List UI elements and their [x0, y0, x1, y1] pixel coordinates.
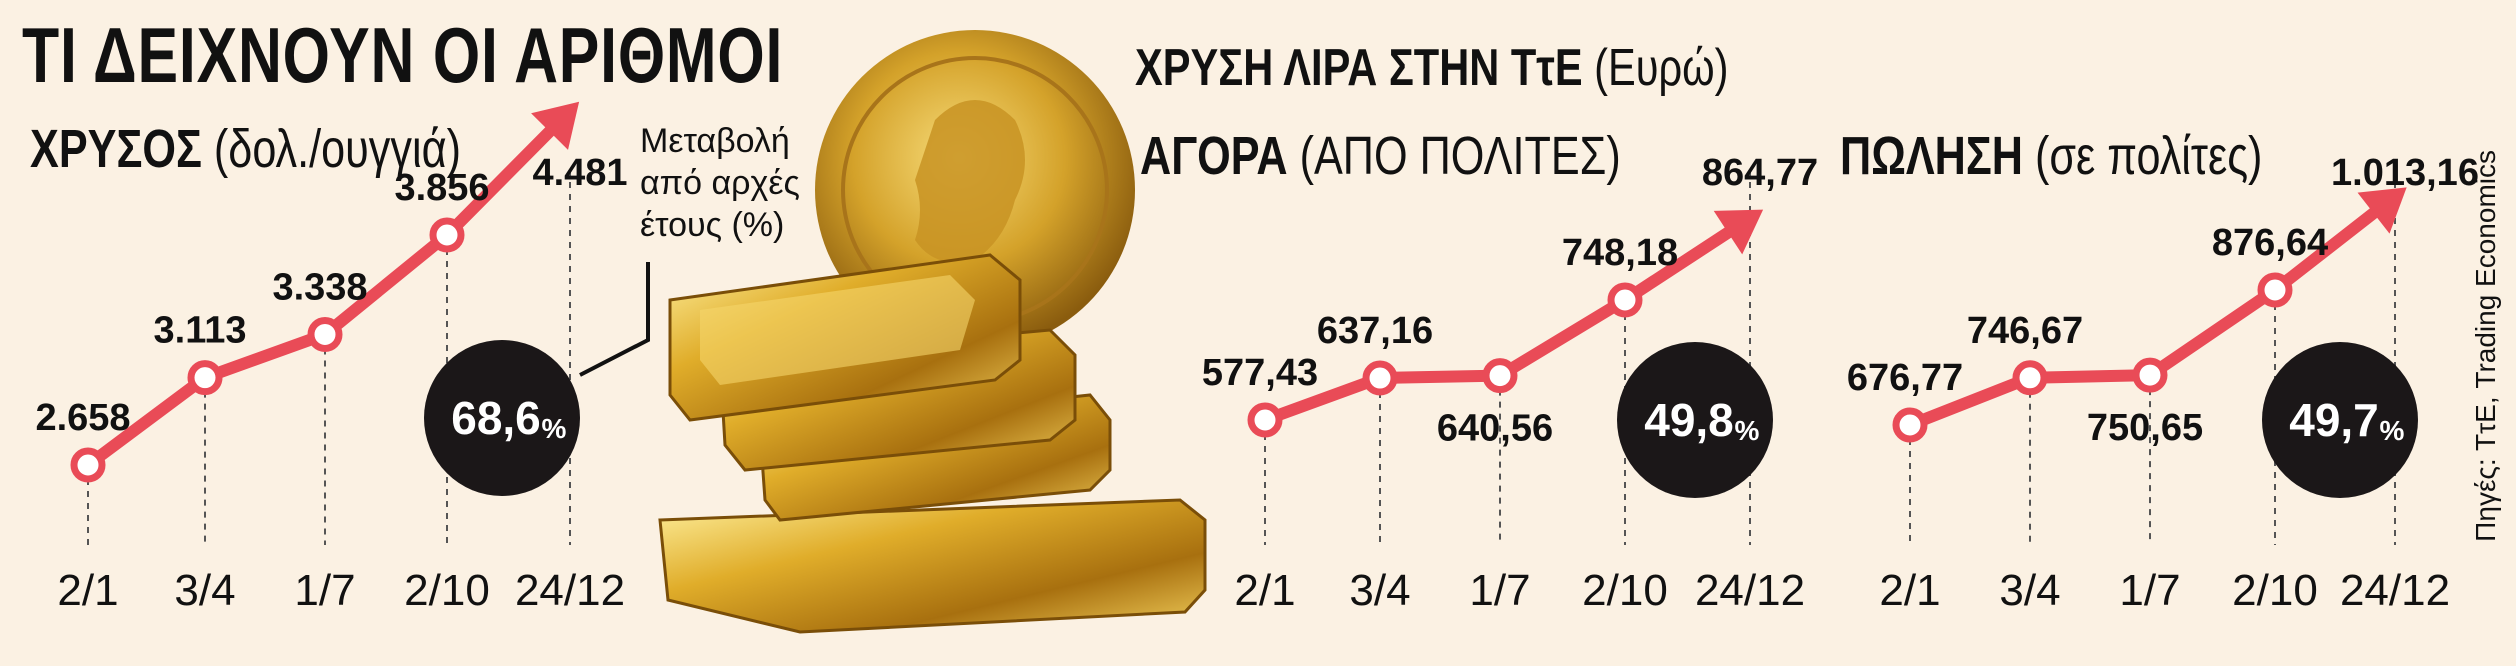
sell-data-point [2257, 272, 2293, 308]
lira-header: ΧΡΥΣΗ ΛΙΡΑ ΣΤΗΝ ΤτΕ (Ευρώ) [1135, 38, 1728, 98]
buy-unit: (ΑΠΟ ΠΟΛΙΤΕΣ) [1299, 126, 1621, 186]
sell-panel-title: ΠΩΛΗΣΗ (σε πολίτες) [1840, 125, 2262, 187]
buy-data-point [1607, 282, 1643, 318]
change-note-line-2: από αρχές [640, 164, 800, 202]
main-title: ΤΙ ΔΕΙΧΝΟΥΝ ΟΙ ΑΡΙΘΜΟΙ [22, 11, 784, 99]
lira-header-unit: (Ευρώ) [1594, 39, 1729, 97]
gold-value-label: 3.856 [394, 167, 489, 209]
sell-change-value: 49,7 [2289, 394, 2379, 446]
gold-value-label: 3.113 [154, 310, 247, 352]
buy-change-circle [1617, 342, 1773, 498]
gold-change-circle [424, 340, 580, 496]
gold-data-point [307, 316, 343, 352]
sell-value-label: 746,67 [1967, 310, 2083, 352]
gold-arrow-head [531, 101, 580, 150]
buy-title: ΑΓΟΡΑ [1140, 126, 1288, 186]
gold-change-suffix: % [542, 413, 567, 444]
sell-title: ΠΩΛΗΣΗ [1840, 126, 2023, 186]
gold-change-value: 68,6 [451, 392, 541, 444]
gold-x-tick-label: 3/4 [174, 566, 235, 615]
sell-unit: (σε πολίτες) [2034, 126, 2263, 186]
sell-x-tick-label: 2/1 [1879, 566, 1940, 615]
sell-x-tick-label: 3/4 [1999, 566, 2060, 615]
sell-x-tick-label: 24/12 [2340, 566, 2450, 615]
buy-value-label: 864,77 [1702, 152, 1818, 194]
gold-panel-title: ΧΡΥΣΟΣ (δολ./ουγγιά) [30, 118, 461, 180]
sell-x-tick-label: 1/7 [2119, 566, 2180, 615]
buy-arrow-head [1713, 209, 1764, 255]
buy-value-label: 748,18 [1562, 232, 1678, 274]
gold-value-label: 3.338 [272, 266, 367, 308]
gold-x-tick-label: 24/12 [515, 566, 625, 615]
sell-data-point [2132, 357, 2168, 393]
gold-title: ΧΡΥΣΟΣ [30, 119, 202, 179]
gold-data-point [70, 447, 106, 483]
gold-data-point [429, 217, 465, 253]
buy-data-point [1482, 358, 1518, 394]
sell-value-label: 1.013,16 [2331, 152, 2479, 194]
buy-value-label: 640,56 [1437, 408, 1553, 450]
sell-value-label: 676,77 [1847, 357, 1963, 399]
buy-change-value: 49,8 [1644, 394, 1734, 446]
buy-x-tick-label: 24/12 [1695, 566, 1805, 615]
sell-change-circle [2262, 342, 2418, 498]
lira-header-title: ΧΡΥΣΗ ΛΙΡΑ ΣΤΗΝ ΤτΕ [1135, 39, 1583, 97]
change-note-line-3: έτους (%) [640, 206, 785, 244]
buy-change-suffix: % [1735, 415, 1760, 446]
sell-data-point [1892, 407, 1928, 443]
gold-chart: 2.658 2/1 3.113 3/4 3.338 1/7 3.856 2/10 4.481 24… [35, 101, 628, 615]
gold-value-label: 4.481 [532, 152, 627, 194]
gold-x-tick-label: 2/10 [404, 566, 490, 615]
sell-value-label: 876,64 [2212, 222, 2328, 264]
buy-value-label: 577,43 [1202, 352, 1318, 394]
buy-x-tick-label: 3/4 [1349, 566, 1410, 615]
sell-chart: 676,77 2/1 746,67 3/4 750,65 1/7 876,64 2/10 1.0… [1847, 152, 2479, 615]
gold-x-tick-label: 1/7 [294, 566, 355, 615]
sell-change-suffix: % [2380, 415, 2405, 446]
note-pointer-line [579, 262, 650, 377]
sell-x-tick-label: 2/10 [2232, 566, 2318, 615]
buy-x-tick-label: 2/10 [1582, 566, 1668, 615]
buy-data-point [1247, 402, 1283, 438]
change-note-line-1: Μεταβολή [640, 122, 790, 160]
buy-value-label: 637,16 [1317, 310, 1433, 352]
buy-data-point [1362, 360, 1398, 396]
gold-x-tick-label: 2/1 [57, 566, 118, 615]
gold-data-point [187, 360, 223, 396]
buy-x-tick-label: 1/7 [1469, 566, 1530, 615]
sell-arrow-head [2357, 187, 2407, 234]
buy-chart: 577,43 2/1 637,16 3/4 640,56 1/7 748,18 2/10 864… [1202, 152, 1818, 615]
change-note: Μεταβολή από αρχές έτους (%) [640, 120, 800, 246]
buy-x-tick-label: 2/1 [1234, 566, 1295, 615]
sell-data-point [2012, 360, 2048, 396]
gold-value-label: 2.658 [35, 397, 130, 439]
sell-value-label: 750,65 [2087, 407, 2203, 449]
gold-bars [658, 253, 1207, 634]
buy-panel-title: ΑΓΟΡΑ (ΑΠΟ ΠΟΛΙΤΕΣ) [1140, 125, 1621, 187]
gold-unit: (δολ./ουγγιά) [213, 119, 461, 179]
